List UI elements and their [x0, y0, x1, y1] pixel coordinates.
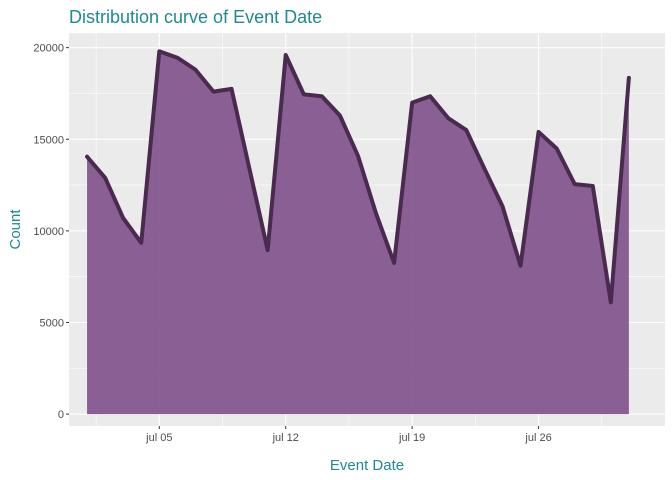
x-tick-label: jul 05: [145, 432, 172, 444]
y-tick-label: 15000: [33, 134, 64, 146]
x-tick-label: jul 26: [524, 432, 551, 444]
y-tick-label: 10000: [33, 226, 64, 238]
x-axis-ticks: jul 05 jul 12 jul 19 jul 26: [145, 426, 552, 444]
y-axis-title: Count: [7, 209, 24, 250]
area-fill: [87, 51, 629, 415]
chart-title: Distribution curve of Event Date: [69, 7, 322, 27]
y-tick-label: 0: [58, 409, 64, 421]
x-tick-label: jul 19: [398, 432, 425, 444]
y-tick-label: 5000: [40, 317, 64, 329]
series-line: [85, 49, 631, 305]
x-axis-title: Event Date: [330, 457, 404, 474]
y-tick-label: 20000: [33, 43, 64, 55]
x-tick-label: jul 12: [272, 432, 299, 444]
y-axis-ticks: 0 5000 10000 15000 20000: [33, 43, 69, 421]
